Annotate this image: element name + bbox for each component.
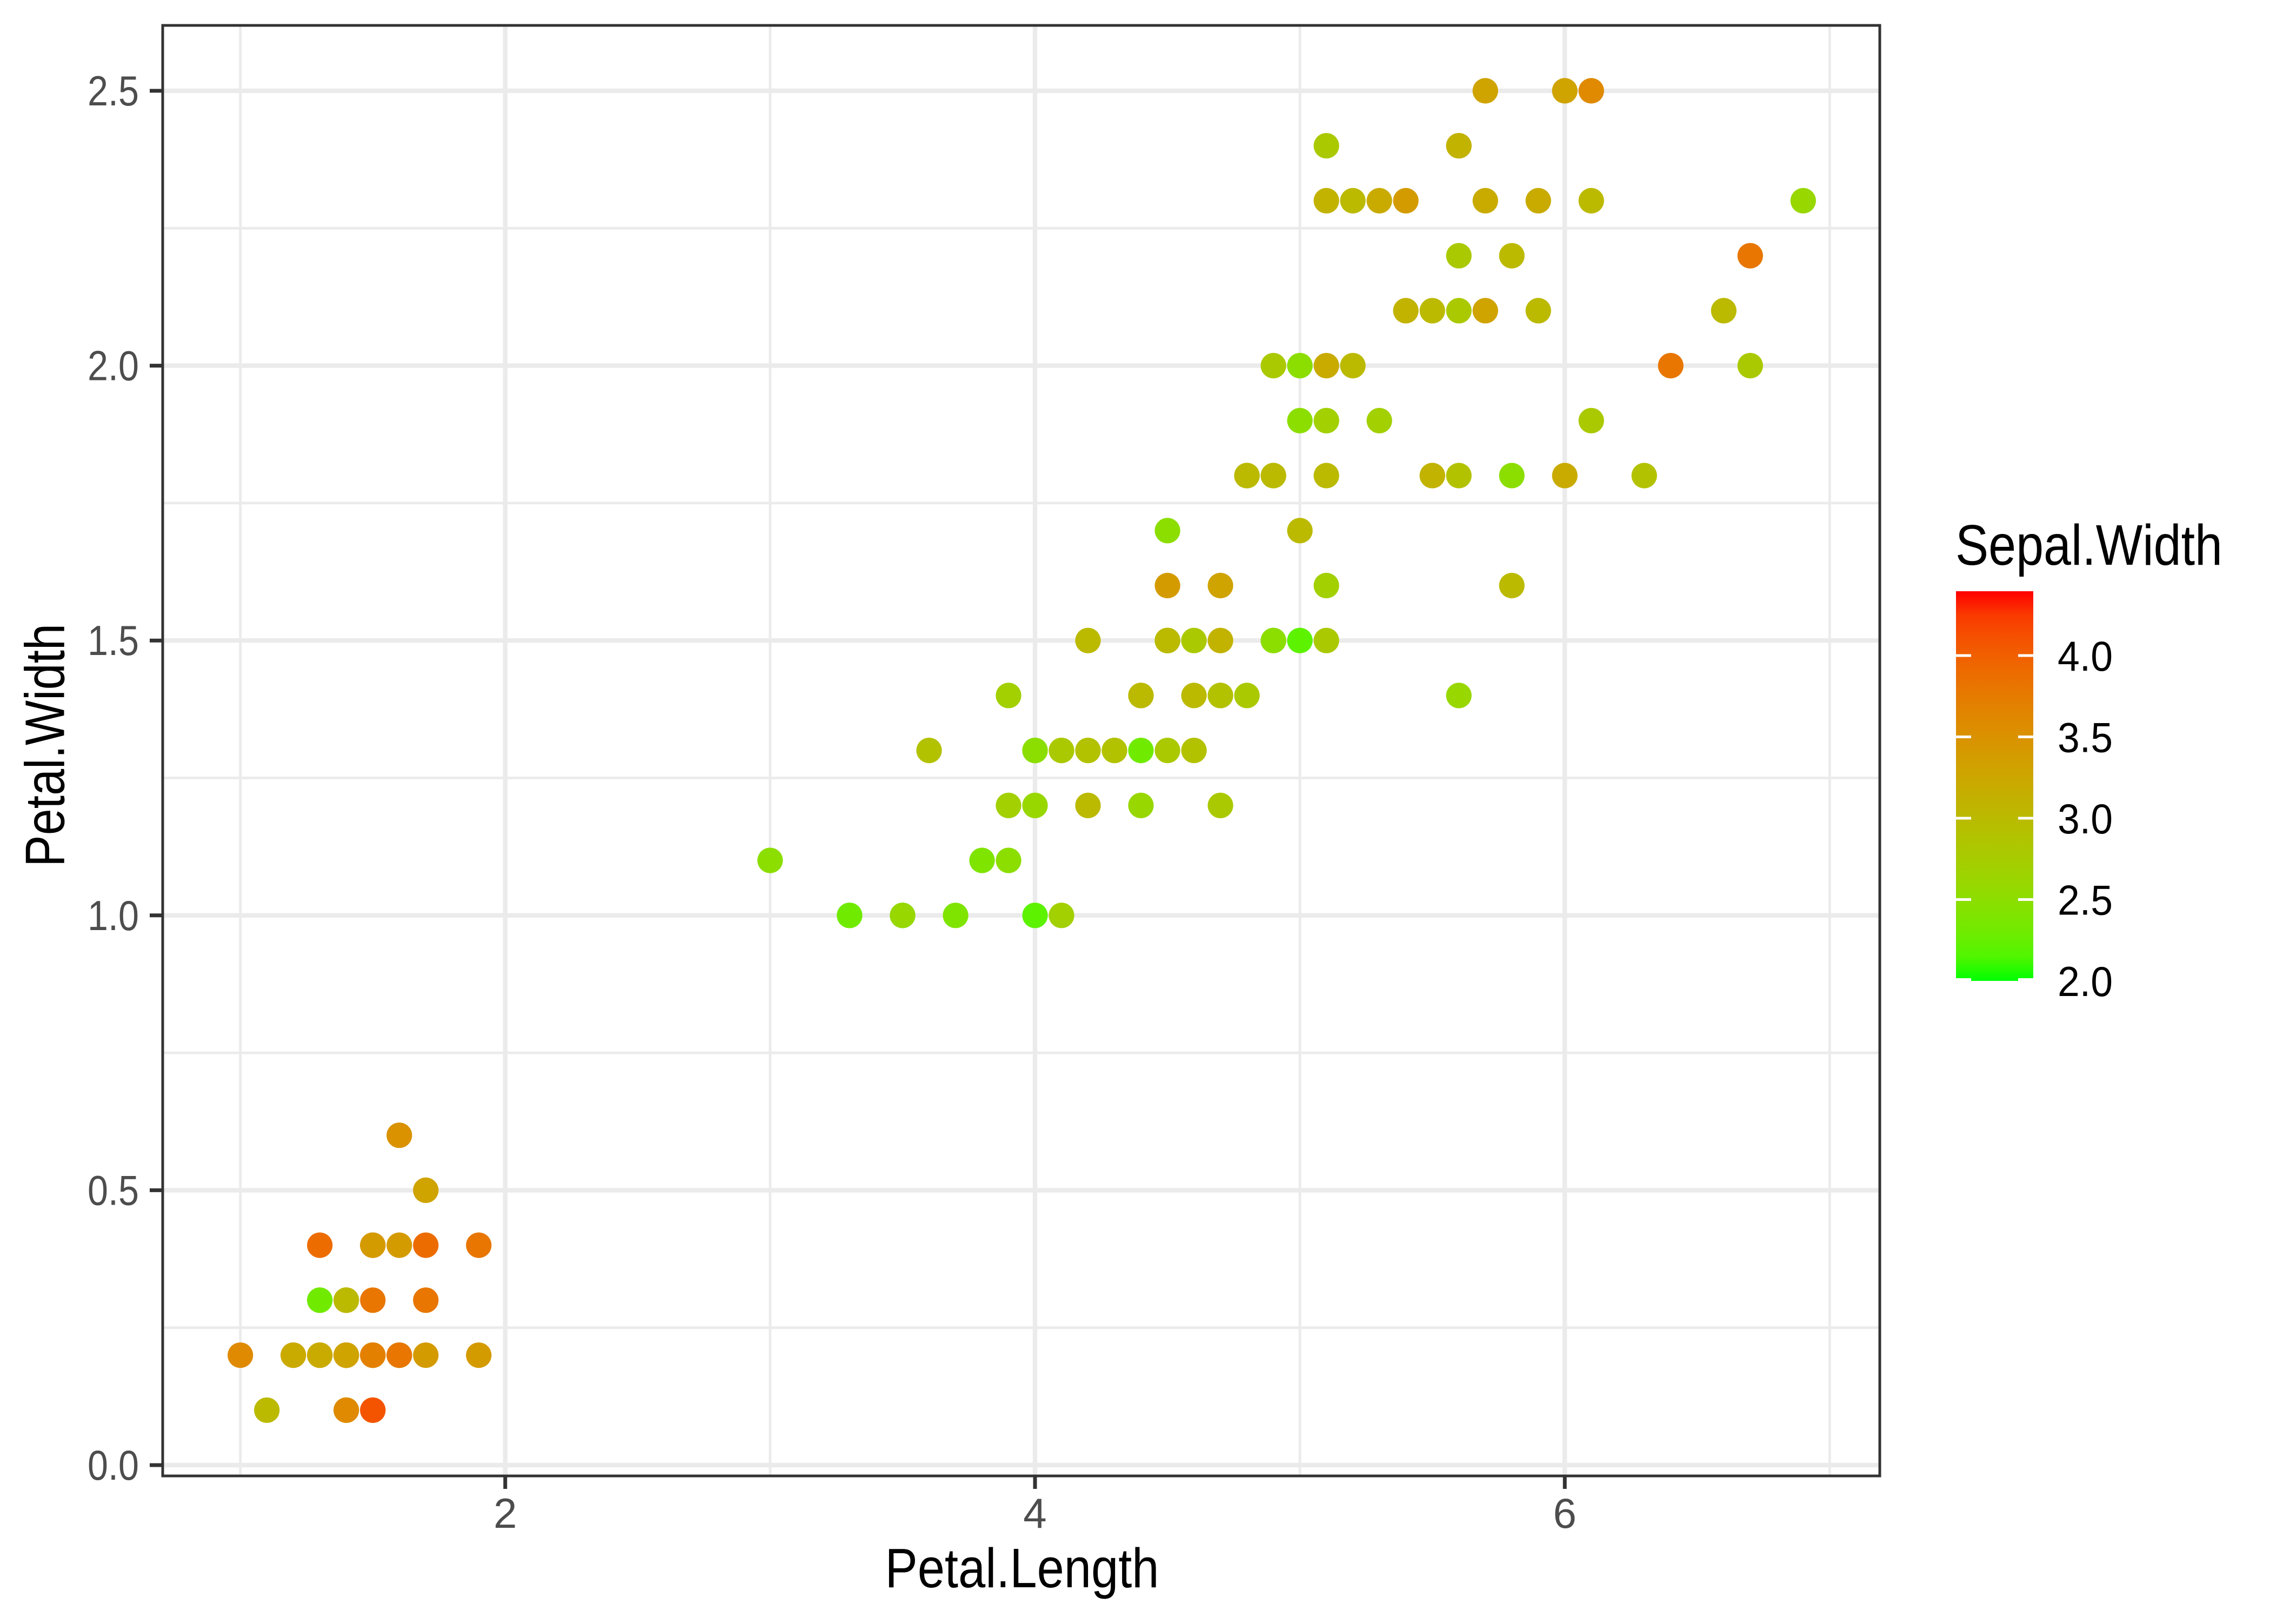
svg-text:1.5: 1.5: [88, 617, 139, 664]
svg-text:6: 6: [1553, 1489, 1577, 1537]
svg-text:4.0: 4.0: [2058, 632, 2113, 680]
svg-text:Petal.Length: Petal.Length: [885, 1537, 1159, 1599]
svg-text:4: 4: [1023, 1489, 1046, 1537]
svg-text:3.0: 3.0: [2058, 795, 2113, 843]
svg-text:2.0: 2.0: [2058, 958, 2113, 1005]
svg-text:Sepal.Width: Sepal.Width: [1955, 513, 2222, 577]
svg-text:0.0: 0.0: [88, 1441, 139, 1489]
svg-text:0.5: 0.5: [88, 1166, 139, 1214]
svg-text:1.0: 1.0: [88, 892, 139, 939]
svg-text:2.5: 2.5: [88, 67, 139, 115]
svg-text:Petal.Width: Petal.Width: [14, 624, 76, 867]
svg-text:3.5: 3.5: [2058, 714, 2113, 761]
svg-text:2.0: 2.0: [88, 342, 139, 390]
svg-text:2.5: 2.5: [2058, 877, 2113, 924]
svg-text:2: 2: [493, 1489, 517, 1537]
